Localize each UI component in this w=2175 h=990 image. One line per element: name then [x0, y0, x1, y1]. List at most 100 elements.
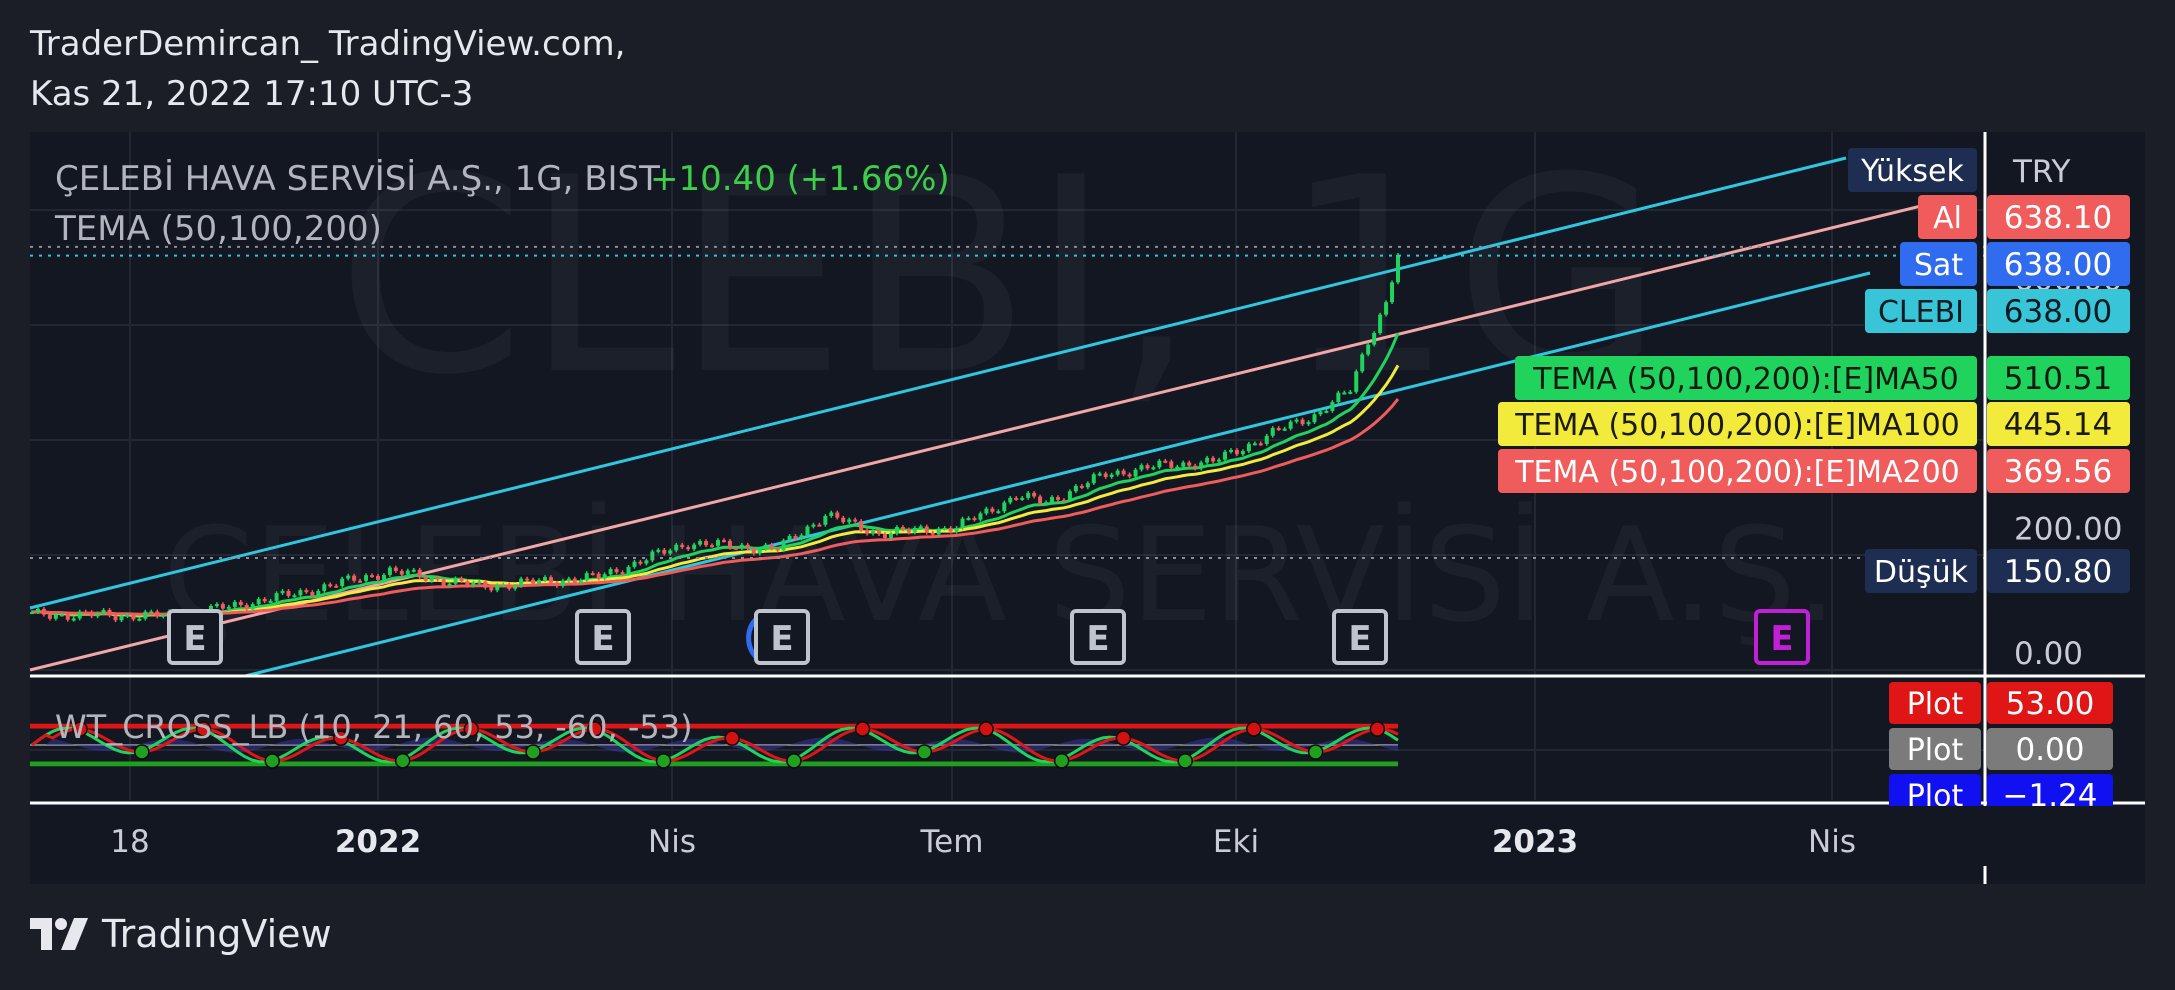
candle	[865, 528, 870, 536]
candle-body	[1181, 462, 1186, 467]
x-tick-label-6: Nis	[1808, 824, 1856, 860]
candle	[137, 616, 142, 622]
candle	[1020, 495, 1025, 501]
candle	[924, 524, 929, 535]
candle-body	[1390, 282, 1395, 303]
candle-body	[30, 612, 34, 615]
wavetrend-oscillator[interactable]	[30, 721, 1399, 769]
earnings-marker-5[interactable]: E	[1754, 609, 1810, 665]
osc-plot-name-bg	[1889, 774, 1981, 816]
candle-body	[680, 544, 685, 548]
candle-body	[71, 618, 76, 621]
candle-body	[399, 570, 404, 575]
candle-body	[214, 604, 219, 607]
earnings-marker-label: E	[1086, 619, 1109, 659]
candle	[1294, 417, 1299, 424]
candle-body	[799, 535, 804, 539]
osc-cross-dot	[854, 721, 871, 737]
candle	[554, 580, 559, 588]
price-label-0: Yüksek	[1848, 148, 1977, 192]
candle	[1091, 472, 1096, 485]
candle	[912, 526, 917, 535]
candle	[715, 538, 720, 548]
candle	[143, 609, 148, 621]
candle	[35, 607, 40, 614]
candle-body	[537, 580, 542, 584]
candle	[411, 567, 416, 573]
candle-body	[1330, 402, 1335, 411]
candle-body	[656, 549, 661, 552]
candle-body	[507, 584, 512, 589]
candle-body	[960, 518, 965, 528]
earnings-marker-4[interactable]: E	[1332, 609, 1388, 665]
candle	[310, 590, 315, 598]
candle	[733, 545, 738, 551]
candle-body	[1175, 466, 1180, 469]
candle	[602, 572, 607, 581]
candle	[375, 574, 380, 582]
candle-body	[865, 530, 870, 534]
candle	[1252, 441, 1257, 446]
candle	[71, 616, 76, 622]
candle-body	[757, 549, 762, 554]
earnings-marker-0[interactable]: E	[167, 609, 223, 665]
candle	[900, 525, 905, 532]
candle	[1169, 459, 1174, 470]
osc-wt1-line	[31, 726, 1399, 764]
candle	[1211, 455, 1216, 464]
candle	[823, 514, 828, 527]
candle-body	[793, 535, 798, 539]
brand[interactable]: TradingView	[30, 912, 332, 956]
earnings-marker-label: E	[183, 619, 206, 659]
y-tick-label-2: 0.00	[2014, 636, 2083, 672]
price-label-name-bg	[1900, 242, 1977, 286]
moving-averages[interactable]	[31, 332, 1400, 618]
candle	[268, 598, 273, 604]
candle-body	[1139, 465, 1144, 470]
candle	[399, 569, 404, 577]
dividend-marker-arc	[746, 616, 759, 660]
ma50-line	[31, 332, 1400, 618]
osc-plot-name: Plot	[1907, 733, 1964, 768]
ma100-line	[31, 364, 1400, 617]
candle-body	[334, 585, 339, 588]
earnings-marker-3[interactable]: E	[1070, 609, 1126, 665]
candle-body	[739, 544, 744, 549]
oscillator-label[interactable]: WT_CROSS_LB (10, 21, 60, 53, -60, -53)	[55, 708, 693, 746]
candle-body	[996, 511, 1001, 514]
legend-indicator[interactable]: TEMA (50,100,200)	[54, 209, 382, 249]
candle-body	[871, 530, 876, 534]
candle	[155, 609, 160, 619]
osc-histogram	[32, 737, 1398, 753]
candle	[358, 578, 363, 583]
candle	[1002, 500, 1007, 514]
candle	[1044, 500, 1049, 506]
candle	[328, 582, 333, 588]
candle-body	[596, 573, 601, 579]
earnings-marker-2[interactable]: E	[754, 609, 810, 665]
candle-body	[1115, 470, 1120, 475]
candle	[322, 582, 327, 593]
osc-cross-dot	[1369, 721, 1386, 737]
earnings-marker-1[interactable]: E	[575, 609, 631, 665]
candle-body	[781, 540, 786, 551]
candle	[1354, 369, 1359, 394]
legend-symbol[interactable]: ÇELEBİ HAVA SERVİSİ A.Ş., 1G, BIST	[55, 159, 660, 199]
osc-cross-dot	[916, 744, 933, 760]
candle	[787, 534, 792, 543]
candle-body	[429, 577, 434, 581]
candle-body	[650, 551, 655, 561]
candle-body	[435, 577, 440, 580]
candle	[1181, 460, 1186, 469]
candle-body	[674, 544, 679, 551]
candle-body	[1270, 428, 1275, 436]
candle	[542, 575, 547, 582]
candle-body	[912, 528, 917, 533]
candle-body	[525, 578, 530, 581]
candle	[125, 612, 130, 619]
candle-body	[352, 575, 357, 581]
candle	[1348, 389, 1353, 395]
candlesticks[interactable]	[30, 252, 1400, 624]
